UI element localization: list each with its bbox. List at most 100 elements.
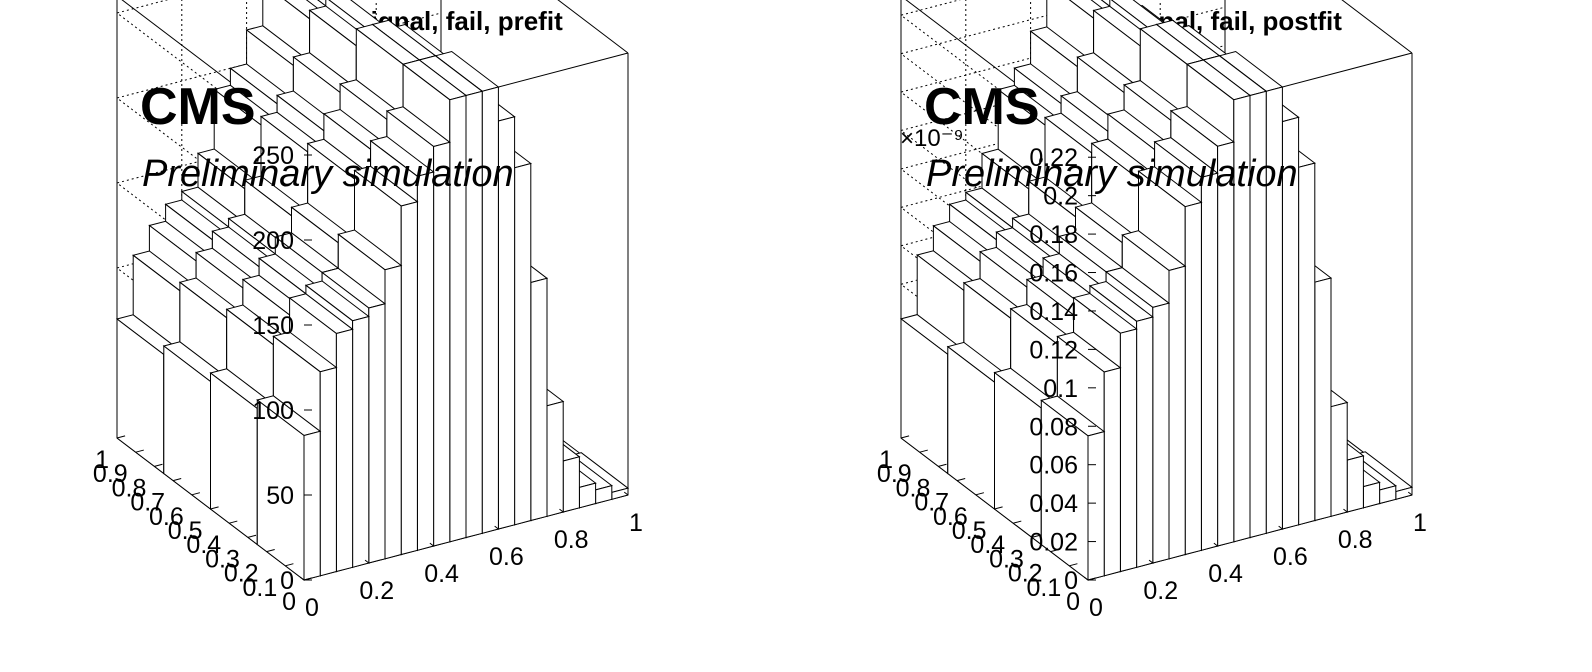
x-tick-label: 0	[305, 594, 319, 622]
lego-bar-front	[1200, 172, 1219, 551]
y-tick-label: 0.8	[896, 474, 931, 502]
y-tick-label: 0.6	[933, 503, 968, 531]
y-tick-label: 0.2	[1008, 560, 1043, 588]
x-tick-mark	[1343, 508, 1348, 513]
lego-bar-front	[546, 400, 564, 517]
y-axis-ticks: 00.10.20.30.40.50.60.70.80.91	[877, 435, 1097, 616]
preliminary-label: Preliminary simulation	[142, 153, 514, 195]
lego-bar-front	[368, 303, 386, 564]
y-tick-mark	[900, 435, 910, 439]
lego-bar-front	[1217, 141, 1235, 547]
y-tick-mark	[1013, 520, 1022, 524]
y-tick-mark	[191, 492, 201, 496]
y-tick-mark	[1050, 548, 1059, 553]
lego-bar-front	[416, 171, 435, 551]
y-tick-mark	[135, 449, 144, 453]
lego-bars	[115, 0, 630, 582]
preliminary-label: Preliminary simulation	[926, 153, 1298, 195]
postfit-panel: Signal, fail, postfit 00.020.040.060.080…	[796, 0, 1592, 672]
y-tick-label: 0.8	[112, 474, 147, 502]
y-tick-label: 1	[95, 446, 109, 474]
lego-bar-front	[303, 430, 321, 581]
y-tick-mark	[172, 477, 182, 482]
frame-edge	[1341, 0, 1413, 54]
x-tick-mark	[364, 559, 370, 564]
lego-bar-front	[1330, 401, 1348, 517]
y-tick-label: 0.6	[149, 503, 184, 531]
x-tick-label: 0	[1089, 594, 1103, 622]
lego-bar-front	[578, 482, 597, 509]
x-tick-mark	[1213, 542, 1218, 547]
frame-edge	[557, 0, 629, 54]
lego-bar-front	[562, 456, 580, 513]
y-tick-mark	[266, 548, 275, 553]
x-tick-label: 0.2	[1143, 577, 1178, 605]
x-axis-ticks: 0 0.2 0.4 0.6 0.8 1	[1083, 491, 1427, 622]
x-tick-mark	[1278, 525, 1283, 530]
y-tick-label: 0.5	[952, 517, 987, 545]
cms-label: CMS	[140, 78, 256, 136]
x-tick-mark	[559, 508, 564, 513]
cms-label: CMS	[924, 78, 1040, 136]
y-tick-mark	[1087, 577, 1097, 581]
y-tick-label: 0.5	[168, 517, 203, 545]
y-tick-mark	[1069, 563, 1078, 567]
z-tick-label: 0.14	[1029, 298, 1078, 326]
z-tick-label: 0.18	[1029, 221, 1078, 249]
x-tick-label: 1	[1413, 509, 1427, 537]
x-tick-label: 0.6	[1273, 543, 1308, 571]
x-tick-mark	[623, 491, 629, 496]
y-tick-label: 0.9	[877, 460, 912, 488]
z-tick-label: 0.02	[1029, 529, 1078, 557]
z-tick-label: 250	[252, 142, 294, 170]
lego-bar-front	[1184, 201, 1202, 556]
x-tick-mark	[1148, 559, 1154, 564]
lego-bar-front	[514, 162, 532, 526]
z-tick-label: 0.08	[1029, 413, 1078, 441]
y-tick-mark	[303, 577, 313, 581]
y-tick-mark	[116, 435, 126, 439]
z-tick-label: 0	[280, 567, 294, 595]
y-tick-mark	[285, 563, 294, 567]
x-tick-mark	[429, 542, 434, 547]
y-tick-label: 0.3	[205, 545, 240, 573]
x-tick-label: 0.8	[1338, 526, 1373, 554]
x-tick-label: 0.6	[489, 543, 524, 571]
y-tick-mark	[975, 492, 985, 496]
y-tick-mark	[956, 477, 966, 482]
y-tick-label: 1	[879, 446, 893, 474]
x-tick-mark	[1083, 576, 1089, 581]
lego-bar-front	[1152, 302, 1170, 564]
lego-bar-front	[433, 141, 451, 547]
lego-bar-front	[1346, 455, 1364, 513]
lego-bar-front	[1103, 367, 1121, 577]
y-tick-mark	[938, 463, 947, 467]
z-tick-label: 0.2	[1043, 183, 1078, 211]
y-tick-label: 0.1	[1027, 574, 1062, 602]
y-tick-mark	[994, 506, 1003, 510]
lego-bars	[899, 0, 1414, 582]
x-tick-label: 1	[629, 509, 643, 537]
lego-bar-front	[352, 315, 370, 568]
x-tick-label: 0.8	[554, 526, 589, 554]
y-axis-ticks: 00.10.20.30.40.50.60.70.80.91	[93, 435, 313, 616]
z-tick-label: 0.1	[1043, 375, 1078, 403]
lego-bar-front	[1362, 481, 1381, 509]
lego-bar-front	[1087, 430, 1105, 581]
x-tick-label: 0.4	[1208, 560, 1243, 588]
x-tick-label: 0.4	[424, 560, 459, 588]
lego-bar-front	[1168, 265, 1186, 560]
y-tick-label: 0.7	[130, 489, 165, 517]
z-axis-ticks: 0 0.02 0.04 0.06 0.08 0.1 0.12 0.14 0.16 0.18 0.2 0…	[1029, 144, 1096, 595]
z-tick-label: 150	[252, 312, 294, 340]
x-axis-ticks: 0 0.2 0.4 0.6 0.8 1	[299, 491, 643, 622]
z-tick-label: 50	[266, 482, 294, 510]
x-tick-mark	[494, 525, 499, 530]
x-tick-label: 0.2	[359, 577, 394, 605]
y-tick-label: 0	[282, 588, 296, 616]
y-tick-label: 0.4	[186, 531, 221, 559]
lego-bar-front	[1119, 328, 1138, 573]
lego-bar-front	[530, 277, 548, 522]
z-tick-label: 200	[252, 227, 294, 255]
